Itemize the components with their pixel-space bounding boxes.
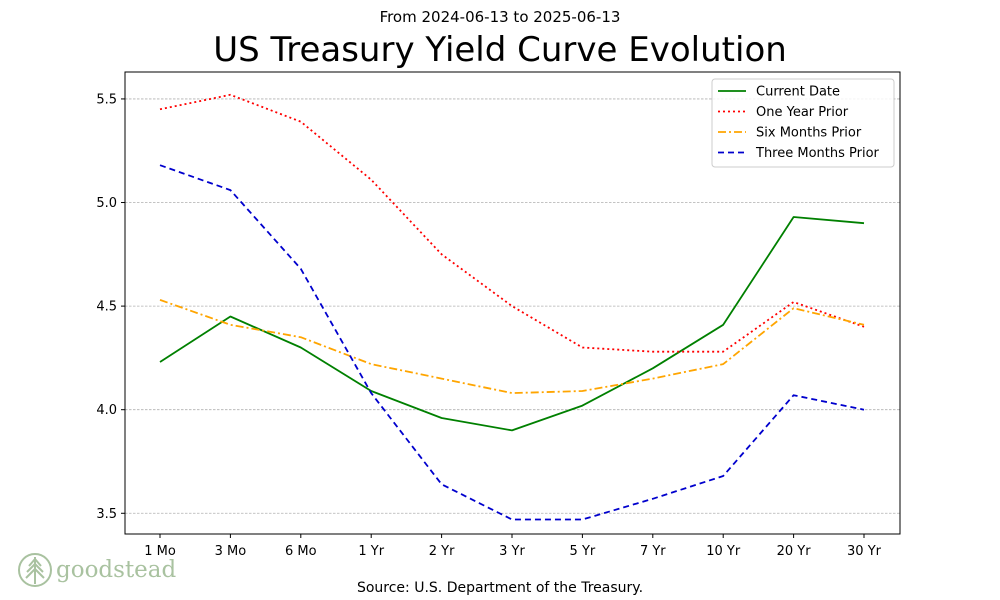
legend-label: Current Date: [756, 85, 840, 100]
legend: Current Date One Year Prior Six Months Pri…: [711, 78, 895, 168]
brand-logo: goodstead: [18, 551, 176, 589]
x-axis: 1 Mo 3 Mo 6 Mo 1 Yr 2 Yr 3 Yr 5 Yr 7 Yr 10 Yr 20 …: [144, 534, 882, 559]
brand-name: goodstead: [56, 557, 177, 583]
x-tick-label: 3 Yr: [499, 544, 525, 559]
pine-tree-icon: [18, 553, 52, 587]
y-tick-label: 5.5: [96, 92, 117, 107]
x-tick-label: 1 Mo: [144, 544, 176, 559]
x-tick-label: 6 Mo: [285, 544, 317, 559]
legend-label: Six Months Prior: [756, 126, 862, 141]
y-axis: 3.5 4.0 4.5 5.0 5.5: [96, 92, 125, 522]
series-line-current-date: [159, 216, 865, 432]
y-tick-label: 4.0: [96, 403, 117, 418]
source-note: Source: U.S. Department of the Treasury.: [356, 580, 644, 596]
chart-title: US Treasury Yield Curve Evolution: [213, 30, 787, 70]
x-tick-label: 5 Yr: [570, 544, 596, 559]
x-tick-label: 10 Yr: [706, 544, 741, 559]
x-tick-label: 7 Yr: [640, 544, 666, 559]
y-tick-label: 5.0: [96, 196, 117, 211]
legend-box: [711, 78, 895, 168]
series-line-six-months-prior: [159, 299, 865, 395]
x-tick-label: 2 Yr: [429, 544, 455, 559]
y-tick-label: 3.5: [96, 507, 117, 522]
legend-label: One Year Prior: [756, 105, 849, 120]
series-lines: [159, 93, 865, 521]
x-tick-label: 30 Yr: [847, 544, 882, 559]
chart-subtitle: From 2024-06-13 to 2025-06-13: [379, 8, 621, 26]
x-tick-label: 3 Mo: [215, 544, 247, 559]
series-line-three-months-prior: [159, 164, 865, 521]
y-tick-label: 4.5: [96, 300, 117, 315]
legend-label: Three Months Prior: [755, 146, 880, 161]
x-tick-label: 20 Yr: [777, 544, 812, 559]
x-tick-label: 1 Yr: [358, 544, 384, 559]
